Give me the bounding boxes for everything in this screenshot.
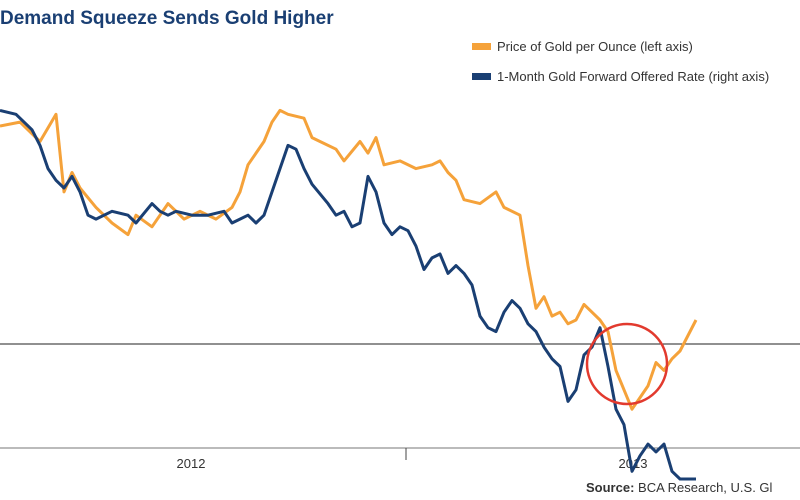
highlight-circle: [585, 322, 669, 406]
legend: Price of Gold per Ounce (left axis) 1-Mo…: [472, 39, 769, 84]
chart-title: Demand Squeeze Sends Gold Higher: [0, 8, 334, 29]
source-text: BCA Research, U.S. Gl: [638, 480, 773, 495]
source-label: Source:: [586, 480, 635, 495]
x-tick-label-2013: 2013: [619, 456, 648, 471]
source-note: Source: BCA Research, U.S. Gl: [586, 480, 772, 495]
series-layer: [0, 108, 698, 481]
legend-label-forward-rate: 1-Month Gold Forward Offered Rate (right…: [497, 69, 769, 84]
legend-label-gold-price: Price of Gold per Ounce (left axis): [497, 39, 693, 54]
gold-price-line: [0, 108, 698, 411]
x-tick-label-2012: 2012: [177, 456, 206, 471]
legend-swatch-forward-rate: [472, 73, 491, 80]
legend-swatch-gold-price: [472, 43, 491, 50]
forward-rate-line: [0, 108, 696, 481]
